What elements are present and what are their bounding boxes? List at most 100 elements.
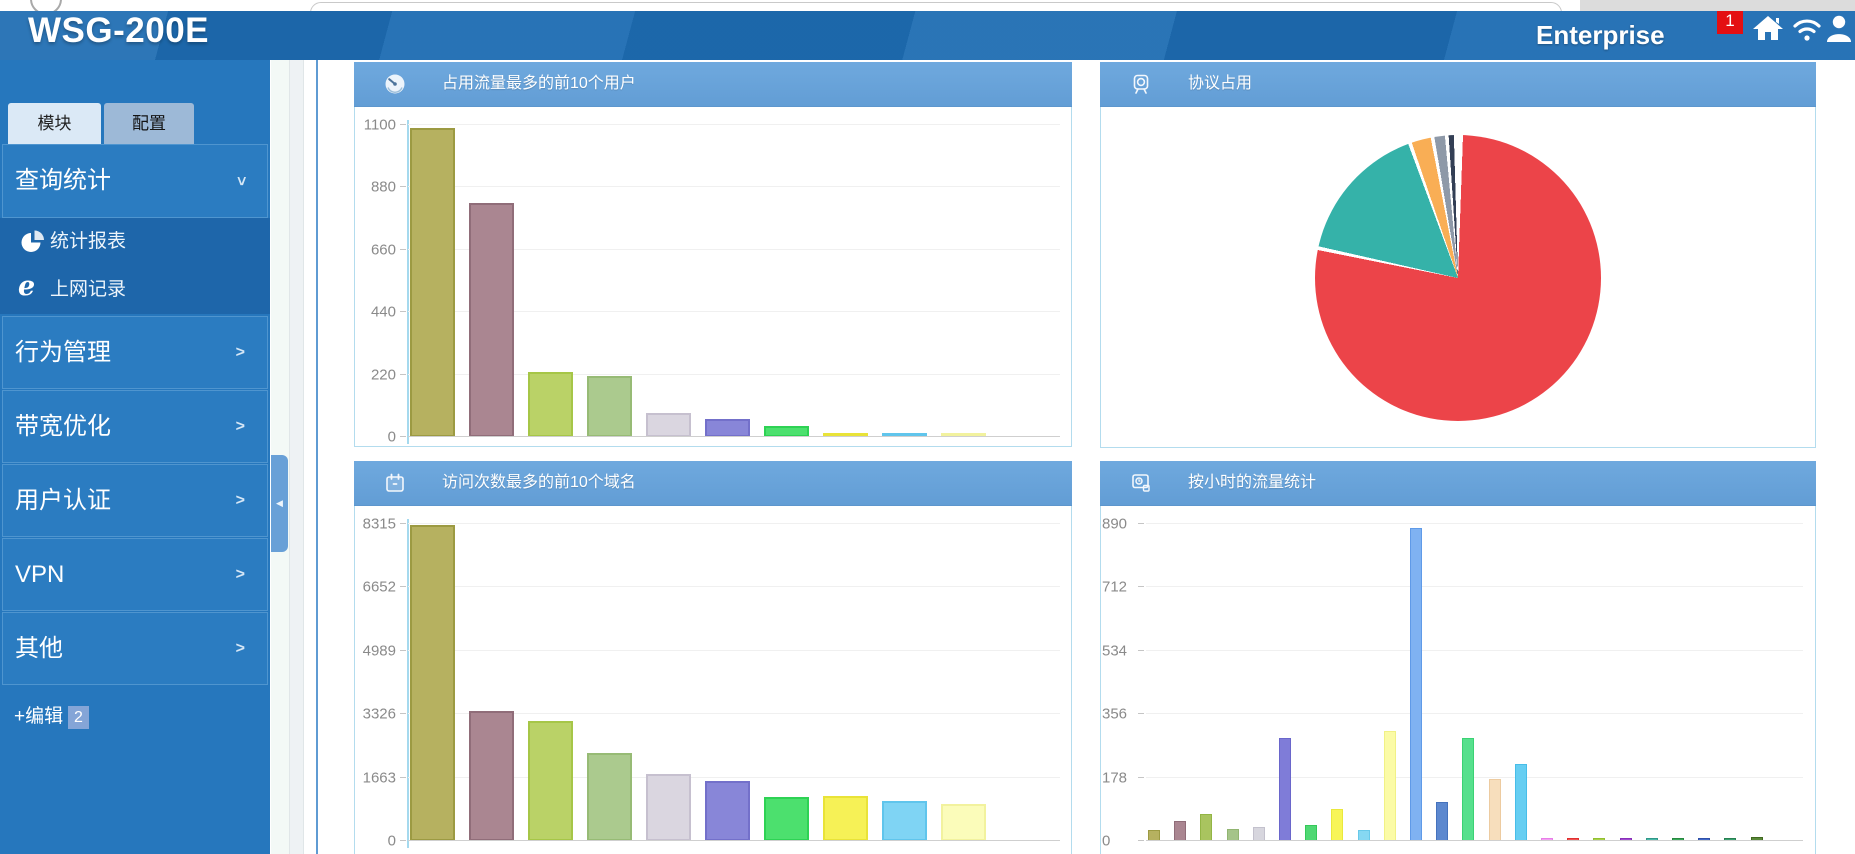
calendar-icon (386, 473, 404, 492)
y-axis-tick-label: 0 (387, 832, 396, 850)
bar-series-1 (469, 203, 514, 437)
panel-protocol-header: 协议占用 (1100, 62, 1816, 107)
bar-series-1 (469, 711, 514, 841)
bar-series-17 (1593, 838, 1606, 841)
tab-modules[interactable]: 模块 (8, 103, 101, 144)
chevron-right-icon: > (235, 566, 245, 583)
panel-hourly-traffic-body: 0 178 356 534 712 890 (1100, 506, 1816, 854)
bar-series-2 (528, 371, 573, 437)
bar-series-9 (1383, 730, 1396, 841)
panel-title: 占用流量最多的前10个用户 (442, 75, 636, 92)
bar-series-6 (764, 426, 809, 437)
collapse-arrow-icon: ◀ (276, 498, 283, 508)
app-header: WSG-200E Enterprise 1 (0, 8, 1855, 60)
user-icon[interactable] (1824, 13, 1854, 43)
panel-top-users: 占用流量最多的前10个用户 0 220 440 660 880 1100 (354, 62, 1072, 447)
bar-series-3 (1226, 828, 1239, 841)
content-left-border (316, 60, 318, 854)
y-axis-tick-label: 0 (1102, 832, 1111, 850)
bar-series-8 (1357, 830, 1370, 841)
y-axis-tick-label: 880 (370, 178, 396, 196)
sidebar-item-behavior[interactable]: 行为管理 > (2, 316, 268, 389)
y-axis-tick-label: 890 (1102, 515, 1128, 533)
bar-series-18 (1619, 838, 1632, 841)
edit-button[interactable]: +编辑 (14, 706, 64, 727)
bar-series-9 (941, 804, 986, 841)
panel-hourly-traffic: 按小时的流量统计 0 178 356 534 712 890 (1100, 461, 1816, 854)
browser-top-strip (0, 0, 1855, 11)
bar-series-1 (1174, 821, 1187, 841)
sidebar: 模块 配置 查询统计 > 统计报表 e 上网记录 行为管理 > 带宽优化 (0, 60, 270, 854)
bar-series-12 (1462, 737, 1475, 841)
bar-series-14 (1514, 764, 1527, 841)
bar-series-7 (823, 796, 868, 841)
chevron-right-icon: > (235, 492, 245, 509)
app-logo: WSG-200E (28, 11, 209, 50)
panel-title: 按小时的流量统计 (1188, 474, 1317, 491)
y-axis-tick-label: 712 (1102, 578, 1128, 596)
y-axis-tick-label: 4989 (362, 642, 396, 660)
sidebar-item-web-records[interactable]: e 上网记录 (18, 271, 127, 302)
ie-browser-icon: e (18, 271, 36, 302)
edition-label: Enterprise (1536, 20, 1665, 50)
bar-series-0 (410, 127, 455, 437)
tab-config[interactable]: 配置 (104, 103, 194, 144)
bar-series-23 (1750, 837, 1763, 841)
bar-series-10 (1410, 527, 1422, 841)
y-axis-tick-label: 220 (370, 366, 396, 384)
panel-title: 访问次数最多的前10个域名 (442, 474, 636, 491)
sidebar-item-bandwidth[interactable]: 带宽优化 > (2, 390, 268, 463)
notification-badge[interactable]: 1 (1717, 8, 1743, 34)
bar-series-8 (882, 433, 927, 437)
bar-series-7 (1331, 808, 1344, 841)
bar-series-21 (1698, 838, 1711, 841)
y-axis-tick-label: 1663 (362, 769, 396, 787)
y-axis-tick-label: 660 (370, 241, 396, 259)
bar-series-19 (1645, 838, 1658, 841)
sidebar-item-auth[interactable]: 用户认证 > (2, 464, 268, 537)
panel-protocol: 协议占用 (1100, 62, 1816, 448)
y-axis-tick-label: 440 (370, 303, 396, 321)
bar-series-22 (1724, 838, 1737, 841)
chevron-right-icon: > (235, 418, 245, 435)
y-axis-tick-label: 3326 (362, 705, 396, 723)
home-icon[interactable] (1751, 15, 1785, 41)
bar-series-3 (587, 753, 632, 841)
y-axis-tick-label: 0 (387, 428, 396, 446)
y-axis-tick-label: 8315 (362, 515, 396, 533)
y-axis-tick-label: 356 (1102, 705, 1128, 723)
bar-series-9 (941, 433, 986, 437)
vertical-scrollbar[interactable] (289, 60, 304, 854)
bar-series-4 (1252, 826, 1265, 841)
chevron-right-icon: > (235, 344, 245, 361)
bar-series-5 (1279, 737, 1291, 841)
bar-series-6 (764, 796, 809, 841)
bar-series-3 (587, 376, 632, 437)
panel-top-domains-header: 访问次数最多的前10个域名 (354, 461, 1072, 506)
panel-protocol-body (1100, 107, 1816, 448)
panel-top-users-header: 占用流量最多的前10个用户 (354, 62, 1072, 107)
bar-series-15 (1541, 838, 1553, 841)
panel-top-domains-body: 0 1663 3326 4989 6652 8315 (354, 506, 1072, 854)
y-axis-tick-label: 6652 (362, 578, 396, 596)
y-axis-tick-label: 178 (1102, 769, 1128, 787)
chevron-down-icon: > (232, 176, 250, 186)
sidebar-item-report[interactable]: 统计报表 (0, 218, 270, 266)
sidebar-collapse-handle[interactable]: ◀ (271, 455, 288, 552)
browser-url-box (310, 2, 1562, 11)
bar-series-11 (1436, 801, 1449, 841)
top-users-bar-chart: 0 220 440 660 880 1100 (364, 117, 1060, 446)
wifi-icon[interactable] (1791, 14, 1823, 42)
bar-series-0 (1148, 830, 1160, 841)
bar-series-5 (705, 781, 750, 841)
bar-series-13 (1488, 778, 1501, 841)
sidebar-item-other[interactable]: 其他 > (2, 612, 268, 685)
sidebar-item-vpn[interactable]: VPN > (2, 538, 268, 611)
panel-hourly-traffic-header: 按小时的流量统计 (1100, 461, 1816, 506)
panel-top-users-body: 0 220 440 660 880 1100 (354, 107, 1072, 447)
bar-series-5 (705, 418, 750, 437)
gauge-icon (385, 74, 405, 94)
sidebar-item-query-stats[interactable]: 查询统计 > (2, 144, 268, 218)
protocol-pie-chart (1315, 135, 1601, 421)
